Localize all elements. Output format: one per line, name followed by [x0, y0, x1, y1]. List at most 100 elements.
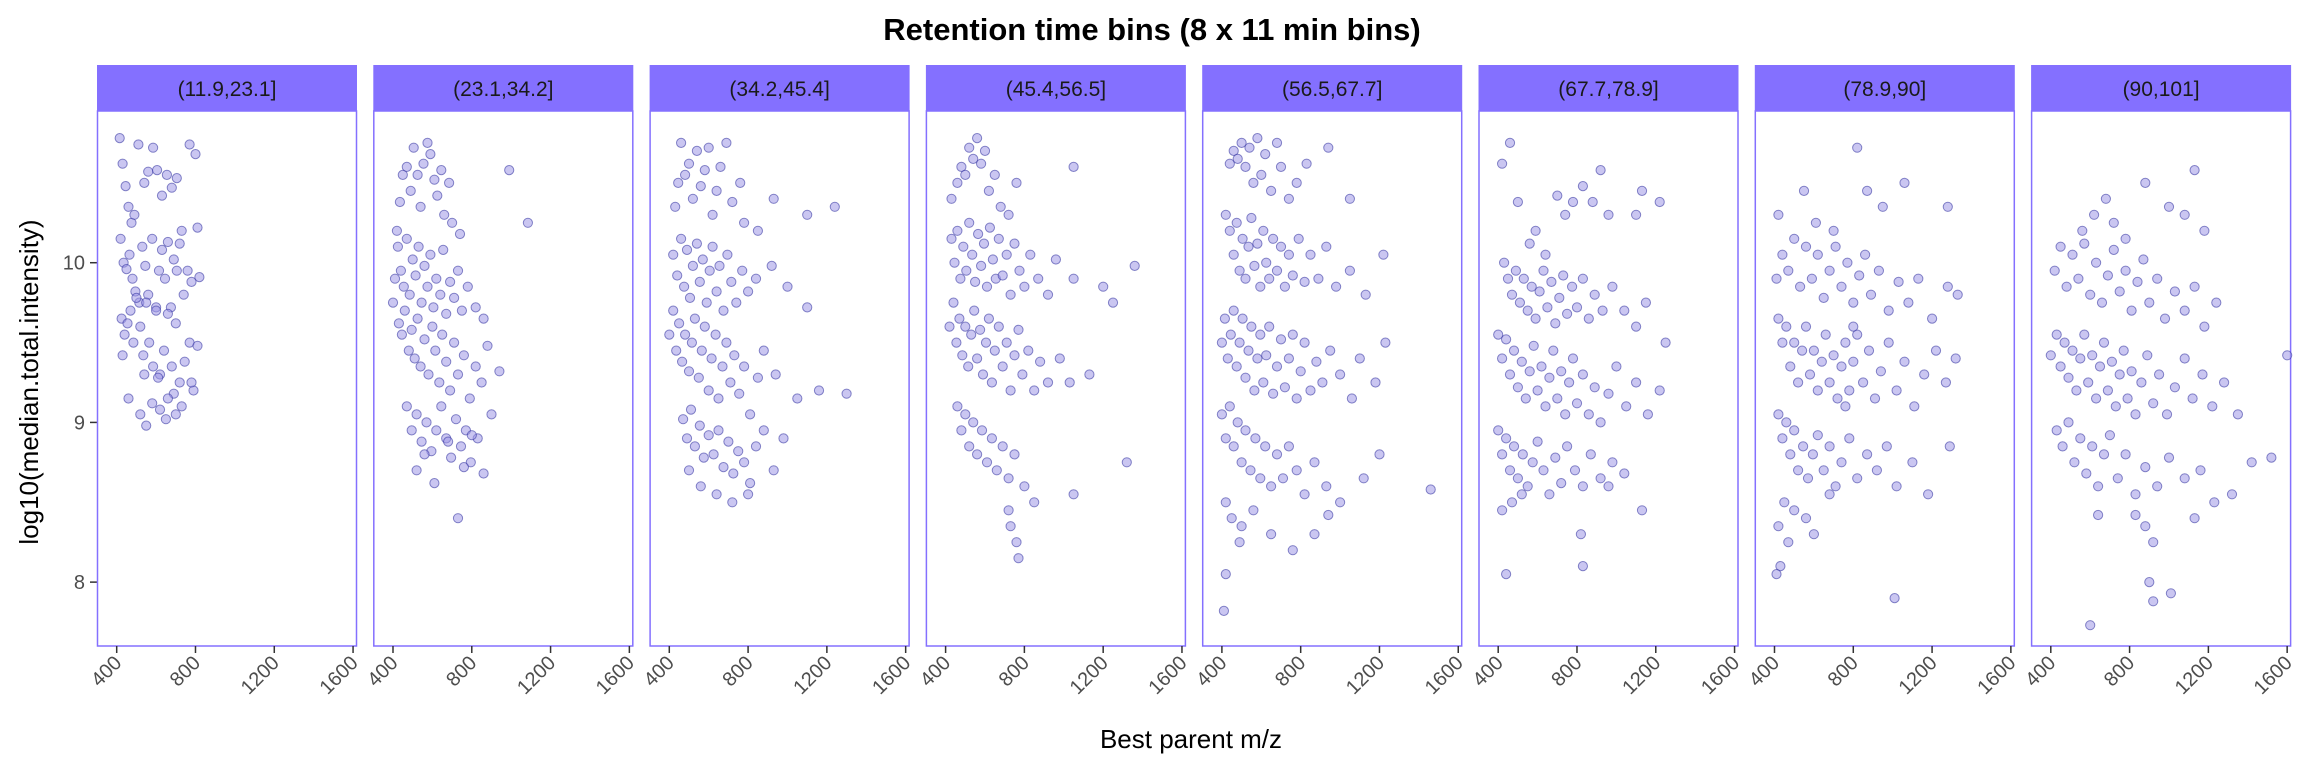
data-point — [1246, 321, 1257, 332]
data-point — [976, 260, 987, 271]
data-point — [129, 209, 140, 220]
data-point — [1255, 329, 1266, 340]
data-point — [948, 297, 959, 308]
data-point — [176, 401, 187, 412]
data-point — [1877, 201, 1888, 212]
data-point — [1001, 337, 1012, 348]
data-point — [686, 337, 697, 348]
data-point — [964, 217, 975, 228]
data-point — [1773, 409, 1784, 420]
data-point — [1550, 452, 1561, 463]
panel-border — [649, 110, 910, 647]
data-point — [956, 161, 967, 172]
data-point — [428, 302, 439, 313]
data-point — [1232, 153, 1243, 164]
data-point — [956, 425, 967, 436]
data-point — [1512, 382, 1524, 393]
data-point — [967, 249, 978, 260]
data-point — [139, 369, 150, 380]
data-point — [1781, 417, 1792, 428]
data-point — [970, 276, 981, 287]
facet-panel: (90,101] 400 800 1200 1600 — [2021, 65, 2297, 699]
x-tick-label: 1600 — [1421, 652, 1468, 699]
data-point — [778, 433, 789, 444]
data-point — [2218, 377, 2230, 388]
panel-border — [96, 110, 358, 647]
data-point — [1863, 345, 1875, 356]
data-point — [2077, 225, 2088, 236]
data-point — [1532, 385, 1543, 396]
data-point — [1785, 449, 1796, 460]
data-point — [1501, 334, 1512, 345]
data-point — [1789, 425, 1800, 436]
data-point — [2246, 457, 2257, 468]
data-point — [2110, 401, 2121, 412]
data-point — [718, 305, 729, 316]
data-point — [1830, 241, 1841, 252]
data-point — [408, 142, 419, 153]
data-point — [436, 401, 447, 412]
data-point — [704, 265, 715, 276]
data-point — [2051, 425, 2062, 436]
data-point — [2282, 350, 2293, 361]
data-point — [1785, 361, 1796, 372]
data-point — [1283, 353, 1294, 364]
data-point — [1512, 473, 1524, 484]
data-point — [1562, 308, 1573, 319]
data-point — [2126, 305, 2137, 316]
data-point — [1240, 161, 1251, 172]
facet-panel: (34.2,45.4] 400 800 1200 1600 — [640, 65, 915, 699]
data-point — [135, 321, 146, 332]
data-point — [1011, 177, 1022, 188]
data-point — [683, 366, 695, 377]
panel-border — [1478, 110, 1739, 647]
data-point — [691, 145, 702, 156]
data-point — [1797, 345, 1808, 356]
data-point — [458, 462, 469, 473]
data-point — [2067, 345, 2078, 356]
x-tick-label: 800 — [166, 652, 205, 691]
data-point — [1783, 265, 1794, 276]
data-point — [1220, 433, 1231, 444]
data-point — [1858, 377, 1869, 388]
data-point — [1540, 401, 1551, 412]
data-point — [1240, 425, 1251, 436]
data-point — [387, 297, 399, 308]
data-point — [412, 169, 423, 180]
data-point — [444, 385, 456, 396]
data-point — [425, 149, 436, 160]
data-point — [689, 441, 700, 452]
data-point — [737, 265, 748, 276]
data-point — [1524, 238, 1535, 249]
data-point — [182, 265, 193, 276]
data-point — [128, 337, 139, 348]
data-point — [1506, 497, 1518, 508]
data-point — [1029, 497, 1040, 508]
data-point — [1848, 356, 1859, 367]
data-point — [989, 169, 1000, 180]
data-point — [2138, 254, 2149, 265]
data-point — [2199, 225, 2210, 236]
data-point — [411, 465, 422, 476]
data-point — [1493, 329, 1504, 340]
data-point — [695, 481, 706, 492]
data-point — [1828, 350, 1839, 361]
data-point — [446, 217, 458, 228]
data-point — [707, 241, 718, 252]
data-point — [1228, 305, 1239, 316]
data-point — [766, 260, 777, 271]
x-tick-label: 1600 — [868, 652, 915, 699]
data-point — [454, 228, 466, 240]
facet-panel: (56.5,67.7] 400 800 1200 1600 — [1192, 65, 1468, 699]
data-point — [1068, 489, 1079, 500]
data-point — [1773, 313, 1784, 324]
data-point — [1236, 457, 1247, 468]
data-point — [2063, 372, 2074, 383]
data-point — [1793, 465, 1804, 476]
data-point — [1344, 193, 1355, 204]
data-point — [679, 329, 691, 340]
data-point — [1848, 297, 1859, 308]
data-point — [438, 244, 449, 255]
data-point — [1530, 225, 1541, 236]
data-point — [691, 238, 702, 249]
